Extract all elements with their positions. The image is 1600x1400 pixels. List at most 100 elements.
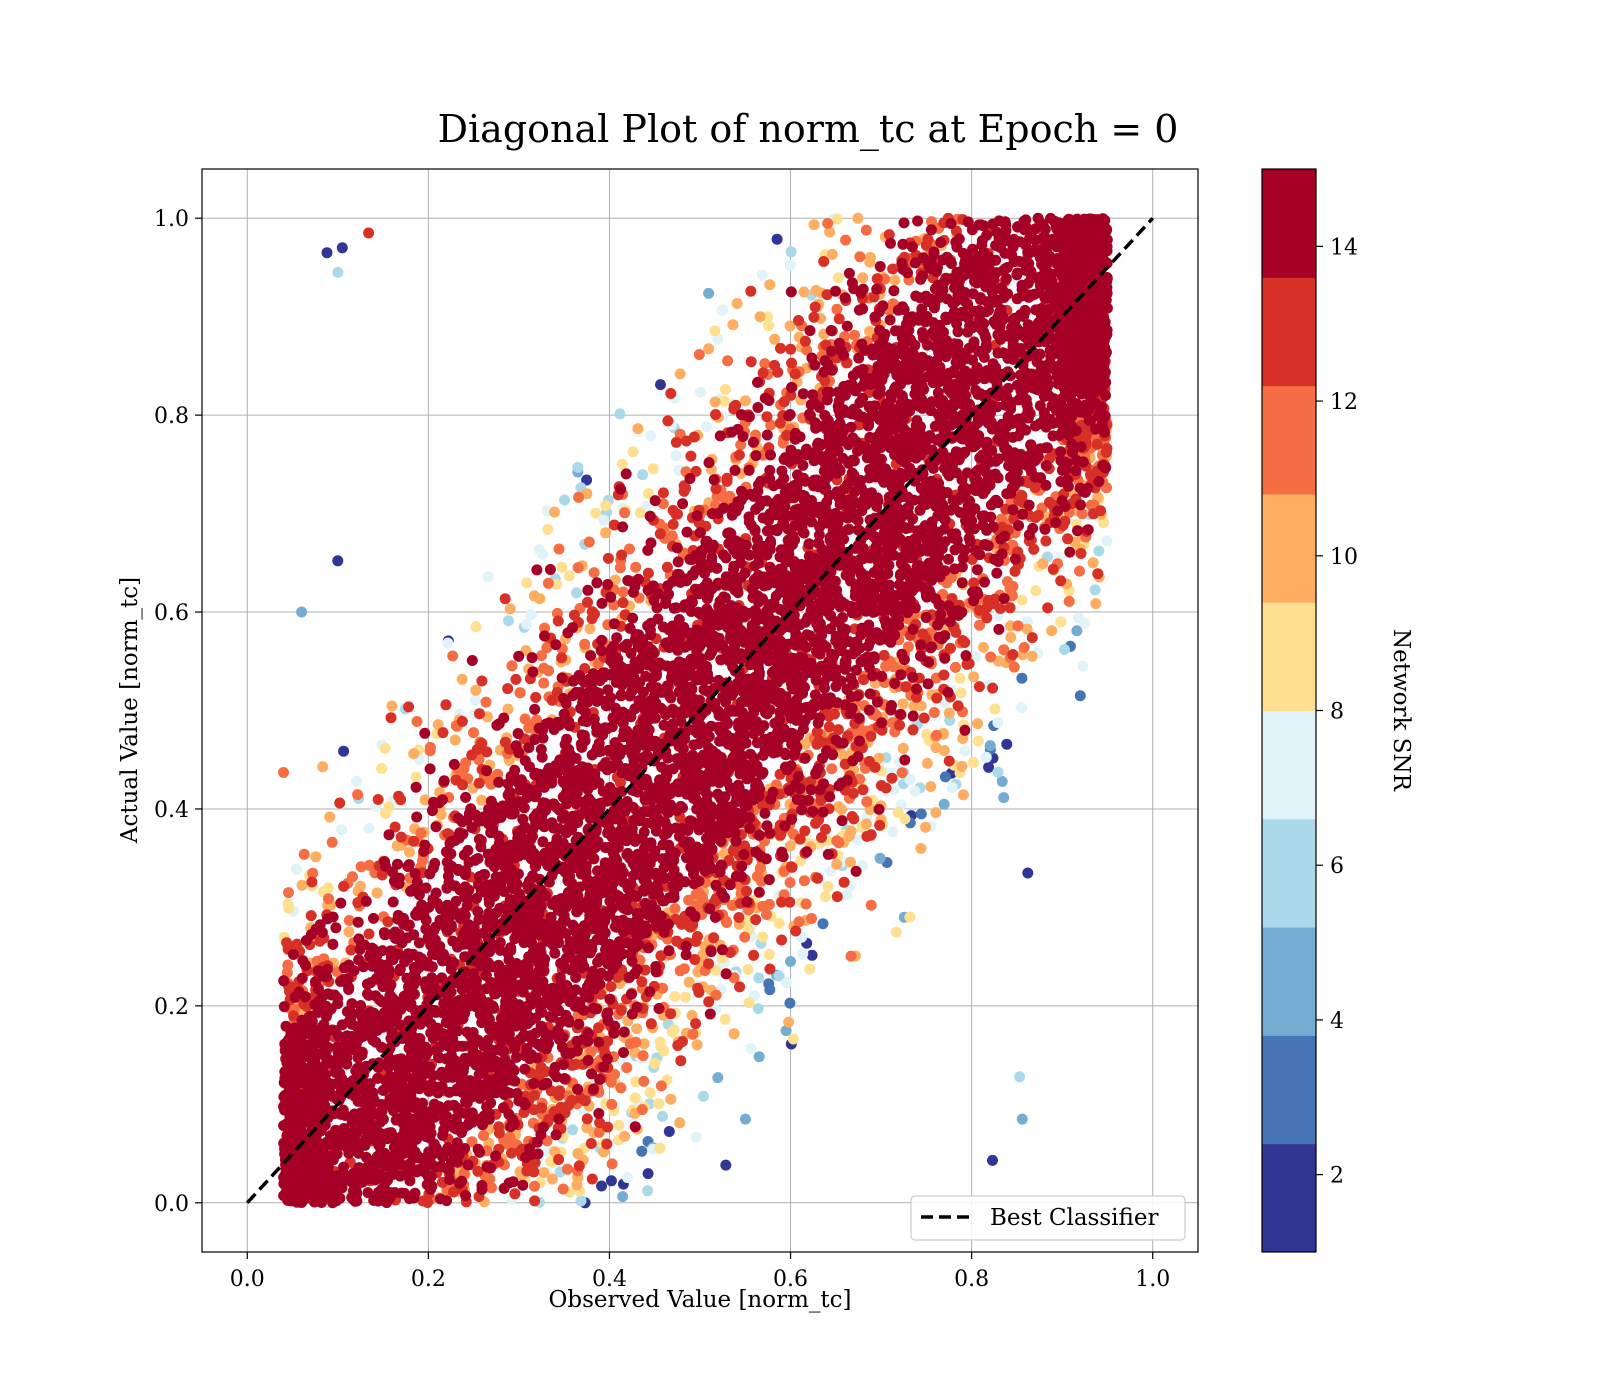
- scatter-point: [998, 644, 1010, 656]
- scatter-point: [721, 475, 733, 487]
- scatter-point: [1058, 644, 1070, 655]
- scatter-point: [694, 386, 706, 398]
- scatter-point: [776, 934, 788, 946]
- scatter-point: [432, 719, 444, 731]
- scatter-point: [790, 925, 802, 937]
- scatter-point: [654, 528, 666, 540]
- scatter-point: [1101, 482, 1112, 494]
- scatter-point: [563, 570, 575, 582]
- scatter-point: [654, 1142, 666, 1154]
- scatter-point: [799, 825, 811, 837]
- scatter-point: [529, 703, 541, 715]
- scatter-point: [724, 879, 736, 891]
- scatter-point: [399, 1187, 411, 1199]
- scatter-point: [404, 846, 415, 858]
- scatter-point: [362, 1187, 374, 1199]
- scatter-point: [605, 981, 617, 992]
- scatter-point: [665, 1008, 677, 1020]
- scatter-point: [745, 285, 757, 297]
- scatter-point: [784, 877, 796, 888]
- scatter-point: [477, 1119, 488, 1131]
- scatter-point: [630, 1076, 642, 1088]
- scatter-point: [669, 903, 681, 915]
- scatter-point: [930, 742, 942, 754]
- scatter-point: [773, 917, 785, 929]
- scatter-point: [581, 488, 593, 500]
- scatter-point: [536, 1102, 548, 1114]
- scatter-point: [786, 357, 798, 369]
- scatter-point: [1040, 479, 1052, 491]
- scatter-point: [528, 1078, 540, 1089]
- scatter-point: [886, 772, 898, 784]
- scatter-point: [1001, 576, 1013, 588]
- scatter-point: [602, 1121, 614, 1133]
- scatter-point: [472, 906, 484, 918]
- scatter-point: [540, 1066, 552, 1077]
- scatter-point: [606, 1098, 618, 1110]
- scatter-point: [890, 926, 902, 938]
- scatter-point: [602, 552, 614, 564]
- scatter-point: [363, 859, 375, 871]
- scatter-point: [946, 782, 958, 794]
- scatter-point: [981, 612, 993, 624]
- scatter-point: [756, 269, 768, 281]
- scatter-point: [709, 325, 721, 337]
- scatter-point: [960, 650, 972, 662]
- scatter-point: [774, 417, 786, 429]
- scatter-point: [614, 562, 626, 574]
- scatter-point: [556, 672, 568, 684]
- scatter-point: [822, 881, 834, 893]
- scatter-point: [657, 1110, 668, 1122]
- scatter-point: [546, 694, 558, 706]
- scatter-point: [447, 650, 459, 662]
- scatter-point: [363, 928, 375, 940]
- scatter-point: [606, 1158, 618, 1170]
- scatter-point: [1030, 585, 1042, 597]
- scatter-point: [645, 1018, 657, 1030]
- scatter-point: [751, 737, 763, 749]
- scatter-point: [800, 898, 812, 910]
- scatter-point: [296, 879, 308, 891]
- scatter-point: [470, 621, 482, 633]
- scatter-point: [984, 740, 996, 752]
- scatter-point: [701, 421, 713, 433]
- scatter-point: [989, 703, 1001, 715]
- scatter-point: [925, 781, 937, 792]
- scatter-point: [763, 948, 775, 960]
- scatter-point: [703, 343, 715, 355]
- scatter-point: [553, 1154, 565, 1165]
- scatter-point: [288, 1010, 299, 1022]
- scatter-point: [376, 869, 388, 881]
- scatter-point: [408, 748, 420, 760]
- scatter-point: [786, 813, 798, 825]
- scatter-point: [557, 1183, 569, 1195]
- scatter-point: [588, 567, 600, 579]
- scatter-point: [456, 715, 468, 727]
- scatter-point: [718, 395, 730, 407]
- scatter-point: [703, 996, 715, 1008]
- scatter-point: [1101, 535, 1113, 547]
- scatter-point: [661, 561, 673, 573]
- scatter-point: [674, 1117, 686, 1129]
- scatter-point: [600, 527, 612, 539]
- scatter-point: [938, 745, 950, 756]
- scatter-point: [680, 940, 692, 952]
- scatter-point: [1077, 660, 1089, 672]
- scatter-point: [776, 896, 788, 908]
- scatter-point: [334, 797, 346, 809]
- scatter-point: [1001, 738, 1013, 750]
- chart-title: Diagonal Plot of norm_tc at Epoch = 0: [438, 107, 1179, 152]
- scatter-point: [974, 619, 985, 631]
- scatter-point: [634, 954, 646, 966]
- scatter-point: [290, 863, 302, 875]
- scatter-point: [689, 954, 701, 965]
- scatter-point: [739, 1113, 751, 1125]
- scatter-point: [759, 807, 771, 819]
- scatter-point: [460, 791, 472, 803]
- scatter-point: [596, 634, 608, 646]
- scatter-point: [923, 656, 935, 668]
- scatter-point: [759, 358, 771, 370]
- scatter-point: [1064, 546, 1076, 558]
- scatter-point: [824, 226, 836, 238]
- scatter-point: [864, 325, 876, 337]
